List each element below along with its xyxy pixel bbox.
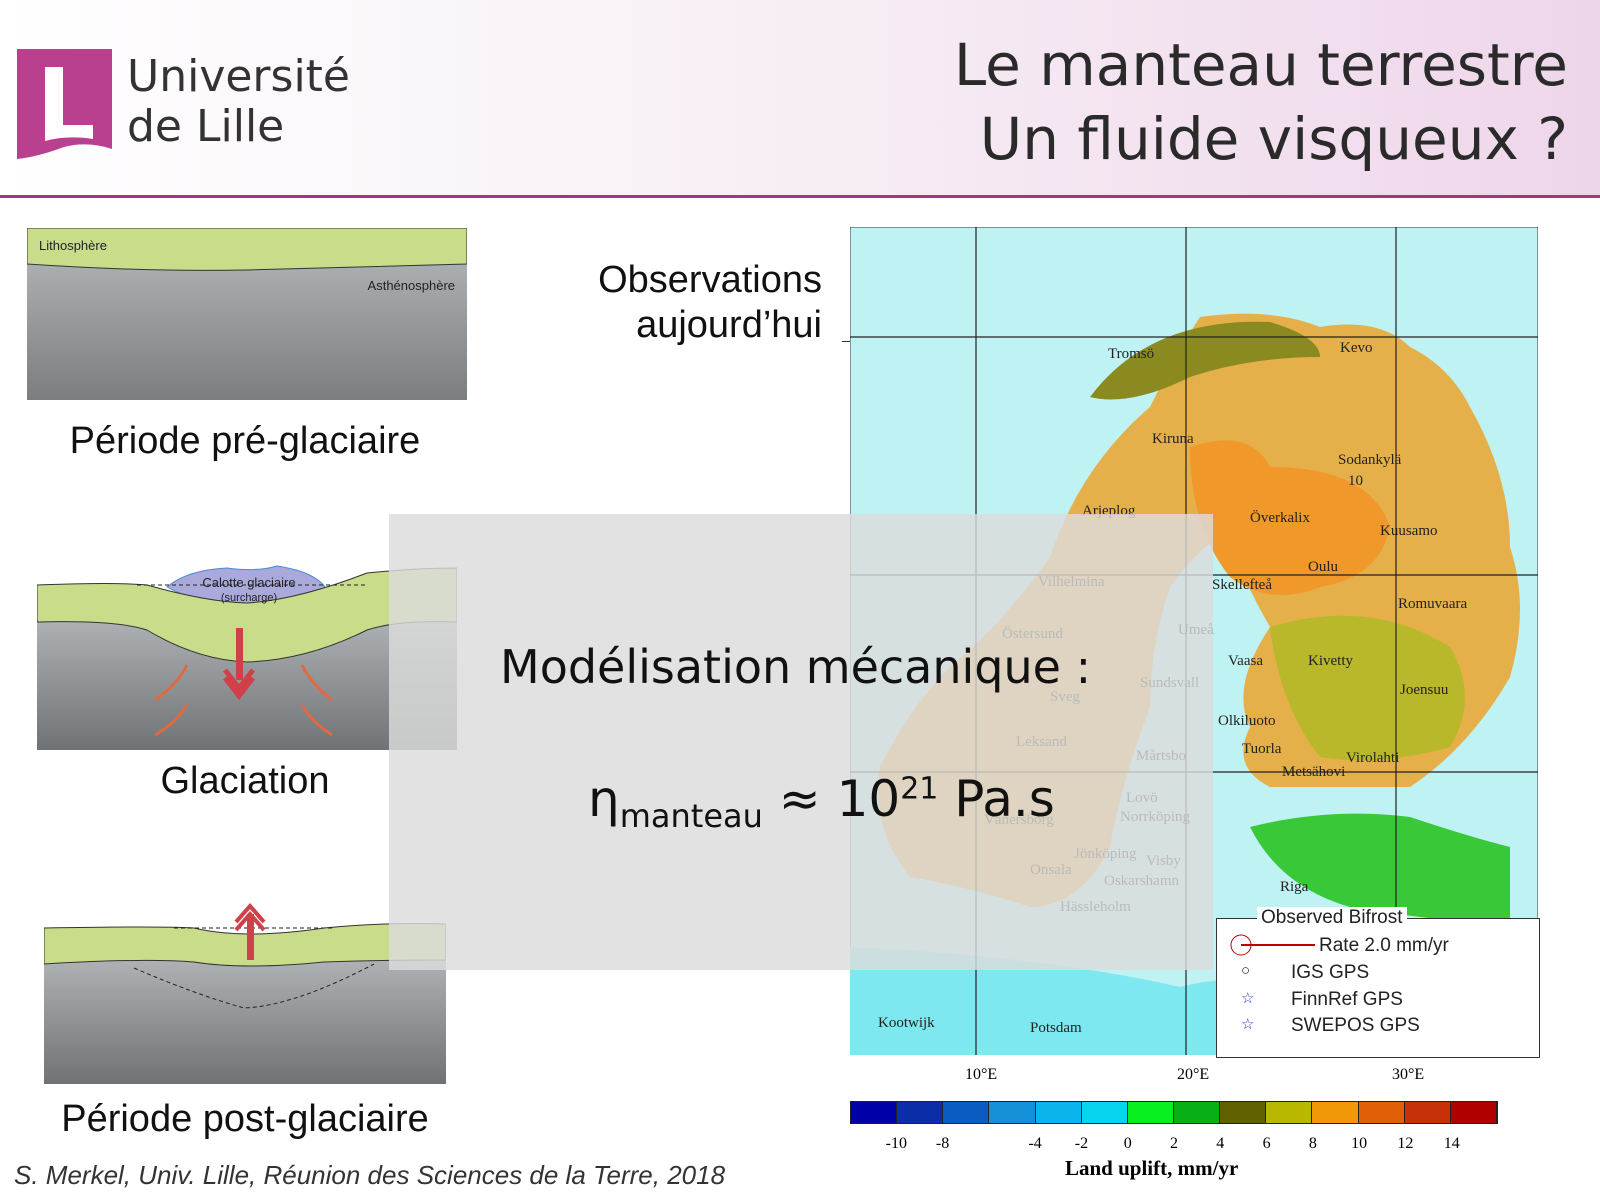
station-label: Kiruna: [1152, 431, 1194, 447]
legend-rate: Rate 2.0 mm/yr: [1319, 935, 1449, 956]
title-line-2: Un fluide visqueux ?: [979, 105, 1568, 173]
station-label: Metsähovi: [1282, 764, 1345, 780]
station-label: Virolahti: [1346, 750, 1399, 766]
model-overlay: [389, 514, 1213, 970]
asthenosphere-label: Asthénosphère: [368, 278, 455, 293]
approx-value: ≈ 10: [762, 770, 901, 828]
station-label: Potsdam: [1030, 1020, 1082, 1036]
station-label: Sodankylä: [1338, 452, 1402, 468]
colorbar-tick: 6: [1262, 1135, 1271, 1152]
station-label: Tromsö: [1108, 346, 1154, 362]
legend-finnref: FinnRef GPS: [1291, 989, 1403, 1010]
logo-line-1: Université: [127, 51, 350, 102]
unit: Pa.s: [938, 770, 1055, 828]
eta-subscript: manteau: [619, 797, 763, 835]
eta-symbol: η: [588, 770, 620, 828]
exponent: 21: [900, 771, 939, 807]
colorbar-segment: [1312, 1102, 1359, 1123]
lon-label-10e: 10°E: [965, 1066, 998, 1083]
colorbar-tick: -2: [1074, 1135, 1089, 1152]
colorbar-tick: 4: [1216, 1135, 1225, 1152]
viscosity-equation: ηmanteau ≈ 1021 Pa.s: [588, 770, 1055, 835]
swepos-marker-icon: ☆: [1241, 1016, 1255, 1033]
station-label: Kivetty: [1308, 653, 1353, 669]
logo-line-2: de Lille: [127, 101, 285, 152]
station-label: Joensuu: [1400, 682, 1449, 698]
observations-label: Observations aujourd’hui: [560, 258, 822, 348]
observations-line-1: Observations: [598, 259, 822, 301]
colorbar-segment: [1173, 1102, 1221, 1123]
colorbar-tick: 2: [1170, 1135, 1178, 1152]
rate-arrow-icon: [1230, 934, 1315, 956]
glaciation-caption: Glaciation: [160, 760, 330, 802]
station-label: Vaasa: [1228, 653, 1263, 669]
colorbar-segment: [1358, 1102, 1405, 1123]
university-logo-icon: [17, 49, 112, 159]
station-label: Tuorla: [1242, 741, 1282, 757]
station-label: Oulu: [1308, 559, 1339, 575]
pointer-line: [842, 341, 852, 342]
colorbar-segment: [989, 1102, 1036, 1123]
rebound-arrow-icon: [234, 902, 266, 960]
finnref-marker-icon: ☆: [1241, 990, 1255, 1007]
legend-igs: IGS GPS: [1291, 962, 1370, 983]
colorbar-tick: 0: [1123, 1135, 1132, 1152]
station-label: Överkalix: [1250, 509, 1310, 526]
ice-cap-sublabel: (surcharge): [221, 592, 277, 604]
colorbar-segment: [1404, 1102, 1451, 1123]
title-line-1: Le manteau terrestre: [953, 31, 1568, 99]
pre-glacial-caption: Période pré-glaciaire: [69, 420, 421, 462]
legend-title: Observed Bifrost: [1257, 907, 1407, 929]
university-name: Université de Lille: [127, 52, 350, 152]
map-legend: Observed Bifrost Rate 2.0 mm/yr ○ IGS GP…: [1216, 907, 1540, 1058]
colorbar-segment: [943, 1102, 990, 1123]
colorbar-tick: -8: [935, 1135, 950, 1152]
colorbar-tick: 14: [1443, 1135, 1460, 1152]
colorbar-tick: -4: [1028, 1135, 1042, 1152]
ice-cap-label: Calotte glaciaire: [202, 575, 295, 590]
station-label: Olkiluoto: [1218, 713, 1276, 729]
lithosphere-label: Lithosphère: [39, 238, 107, 253]
pre-glacial-diagram: Lithosphère Asthénosphère: [27, 228, 467, 400]
colorbar-segment: [897, 1102, 944, 1123]
uplift-colorbar: [850, 1101, 1498, 1124]
colorbar-tick: 12: [1397, 1135, 1414, 1152]
colorbar-tick: 10: [1351, 1135, 1368, 1152]
glaciation-diagram: Calotte glaciaire (surcharge): [37, 565, 457, 750]
colorbar-segment: [1081, 1102, 1128, 1123]
lon-label-20e: 20°E: [1177, 1066, 1210, 1083]
colorbar-segment: [1450, 1102, 1497, 1123]
colorbar-segment: [851, 1102, 898, 1123]
station-label: Kootwijk: [878, 1015, 935, 1031]
colorbar-segment: [1266, 1102, 1313, 1123]
colorbar-label: Land uplift, mm/yr: [1065, 1156, 1239, 1180]
observations-line-2: aujourd’hui: [636, 304, 822, 346]
footer-credit: S. Merkel, Univ. Lille, Réunion des Scie…: [14, 1160, 726, 1190]
station-label: Riga: [1280, 879, 1309, 895]
colorbar-segment: [1220, 1102, 1267, 1123]
colorbar-tick: 8: [1308, 1135, 1317, 1152]
lon-label-30e: 30°E: [1392, 1066, 1425, 1083]
subsidence-arrow-icon: [223, 628, 255, 701]
mantle-flow-arrows-icon: [154, 664, 333, 737]
station-label: Romuvaara: [1398, 596, 1467, 612]
station-label: Kuusamo: [1380, 523, 1438, 539]
slide-header: Université de Lille Le manteau terrestre…: [0, 0, 1600, 198]
post-glacial-diagram: [44, 902, 446, 1084]
slide-title: Le manteau terrestre Un fluide visqueux …: [954, 28, 1568, 176]
colorbar-segment: [1035, 1102, 1082, 1123]
colorbar-tick: -10: [885, 1135, 907, 1152]
legend-swepos: SWEPOS GPS: [1291, 1015, 1420, 1036]
igs-marker-icon: ○: [1241, 962, 1251, 979]
model-heading: Modélisation mécanique :: [500, 640, 1092, 694]
colorbar-segment: [1127, 1102, 1174, 1123]
post-glacial-caption: Période post-glaciaire: [61, 1098, 429, 1140]
station-label: Skellefteå: [1212, 577, 1272, 593]
station-label: Kevo: [1340, 340, 1373, 356]
contour-label: 10: [1348, 473, 1363, 489]
